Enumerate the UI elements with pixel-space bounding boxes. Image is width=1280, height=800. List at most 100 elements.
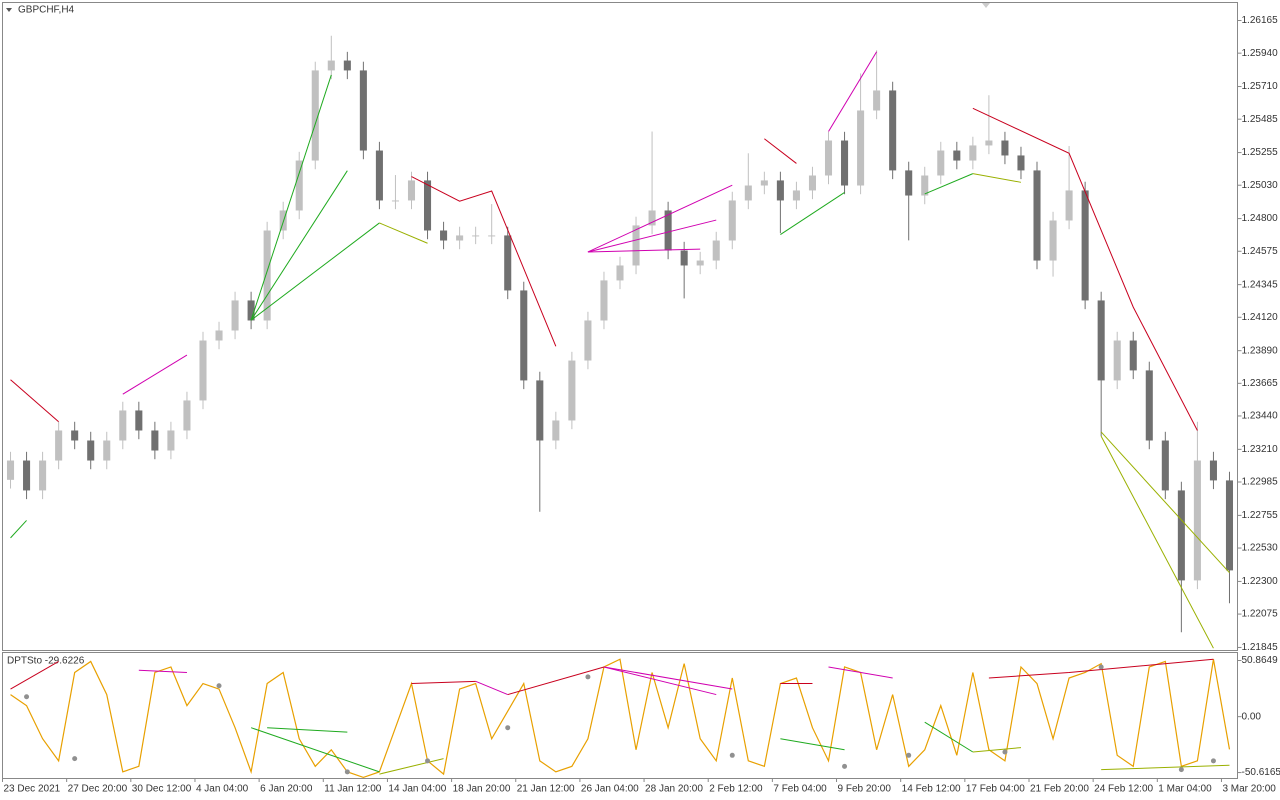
y-tick-label: 1.25255 <box>1242 147 1279 158</box>
candle-body <box>648 210 656 226</box>
y-tick-label: 1.24120 <box>1242 312 1279 323</box>
y-tick-label: -50.6165 <box>1242 767 1280 778</box>
candle-body <box>327 60 335 71</box>
candle-body <box>824 140 833 176</box>
x-tick-label: 9 Feb 20:00 <box>838 784 892 795</box>
x-tick-label: 14 Jan 04:00 <box>388 784 446 795</box>
candle-body <box>135 410 143 431</box>
candle-body <box>1129 340 1137 371</box>
candle-body <box>456 235 464 241</box>
y-tick-label: 50.8649 <box>1242 655 1279 666</box>
divergence-line <box>587 219 717 253</box>
x-tick-label: 26 Jan 04:00 <box>581 784 639 795</box>
divergence-line <box>1101 764 1230 771</box>
divergence-line <box>267 727 348 733</box>
candle-body <box>103 440 111 461</box>
x-tick-label: 21 Feb 20:00 <box>1030 784 1089 795</box>
x-tick-label: 2 Feb 12:00 <box>709 784 763 795</box>
x-tick-label: 17 Feb 04:00 <box>966 784 1025 795</box>
candle-body <box>167 430 175 451</box>
candle-body <box>1177 490 1185 581</box>
x-tick-label: 4 Jan 04:00 <box>196 784 249 795</box>
candle-body <box>87 440 95 461</box>
candle-body <box>472 235 480 237</box>
x-tick-label: 23 Dec 2021 <box>4 784 61 795</box>
y-tick-label: 0.00 <box>1242 711 1262 722</box>
divergence-line <box>587 248 701 253</box>
candle-body <box>1209 460 1217 481</box>
candle-body <box>873 90 881 111</box>
candle-body <box>760 180 768 186</box>
divergence-line <box>764 138 797 164</box>
candle-body <box>792 190 800 201</box>
divergence-line <box>587 184 733 253</box>
candle-body <box>424 180 432 231</box>
marker-dot <box>216 683 222 689</box>
candle-body <box>632 225 640 266</box>
chart-title: GBPCHF,H4 <box>18 5 75 16</box>
marker-dot <box>344 769 350 775</box>
candle-body <box>776 180 784 201</box>
divergence-line <box>972 747 1022 753</box>
y-tick-label: 1.25485 <box>1242 114 1279 125</box>
divergence-line <box>507 666 605 696</box>
divergence-line <box>250 74 332 321</box>
y-tick-label: 1.22530 <box>1242 543 1279 554</box>
divergence-line <box>411 680 476 685</box>
candle-body <box>263 230 271 321</box>
candle-body <box>183 400 191 431</box>
candle-body <box>985 140 993 146</box>
candle-body <box>808 175 816 191</box>
candle-body <box>1161 440 1169 491</box>
sub-frame <box>2 652 1238 779</box>
menu-arrow[interactable] <box>6 8 12 12</box>
candle-body <box>520 290 528 381</box>
divergence-line <box>138 669 187 673</box>
candle-body <box>552 420 560 441</box>
candle-body <box>744 185 752 201</box>
divergence-line <box>1100 436 1214 649</box>
candle-body <box>1225 480 1234 571</box>
candle-body <box>696 260 704 266</box>
divergence-line <box>780 738 845 751</box>
candle-body <box>1081 190 1089 301</box>
divergence-line <box>122 354 188 395</box>
marker-dot <box>1178 767 1184 773</box>
marker-dot <box>1210 758 1216 764</box>
y-tick-label: 1.25710 <box>1242 81 1279 92</box>
y-tick-label: 1.23210 <box>1242 444 1279 455</box>
y-tick-label: 1.22755 <box>1242 510 1279 521</box>
y-tick-label: 1.22300 <box>1242 576 1279 587</box>
divergence-line <box>411 176 557 347</box>
candle-body <box>680 250 688 266</box>
candle-body <box>1097 300 1105 381</box>
candle-body <box>1017 155 1025 171</box>
candle-body <box>6 460 15 480</box>
marker-dot <box>842 763 848 769</box>
x-tick-label: 7 Feb 04:00 <box>773 784 827 795</box>
candle-body <box>215 330 223 341</box>
candle-body <box>39 460 47 491</box>
candle-body <box>359 70 367 151</box>
marker-dot <box>425 758 431 764</box>
candle-body <box>199 340 207 401</box>
divergence-line <box>10 661 59 690</box>
divergence-line <box>1100 431 1230 574</box>
x-tick-label: 30 Dec 12:00 <box>132 784 192 795</box>
x-tick-label: 28 Jan 20:00 <box>645 784 703 795</box>
candle-body <box>343 60 351 71</box>
y-tick-label: 1.25030 <box>1242 180 1279 191</box>
candle-body <box>536 380 544 441</box>
candle-body <box>407 180 416 201</box>
candle-body <box>937 150 945 176</box>
divergence-line <box>10 379 59 423</box>
y-tick-label: 1.23440 <box>1242 411 1279 422</box>
candle-body <box>1049 220 1057 261</box>
marker-dot <box>585 674 591 680</box>
candle-body <box>247 300 255 321</box>
candle-body <box>391 200 399 202</box>
divergence-line <box>972 173 1022 183</box>
candle-body <box>295 160 303 211</box>
